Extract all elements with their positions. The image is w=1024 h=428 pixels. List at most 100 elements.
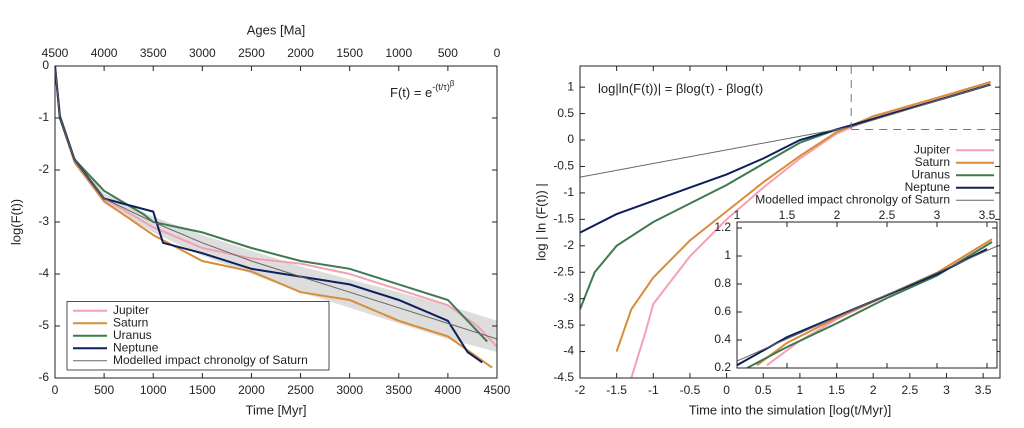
- series-line: [55, 66, 497, 340]
- x-tick-label: -1.5: [606, 383, 627, 397]
- x-tick-label: -0.5: [680, 383, 701, 397]
- series-line: [737, 245, 997, 362]
- plot-0: 0 500 1000 1500 2000 2500 3000 3500 4000 45000-1-…: [8, 22, 510, 417]
- x-tick-label: 2000: [238, 383, 265, 397]
- y-tick-label: -1: [38, 110, 49, 124]
- legend-label: Uranus: [911, 167, 950, 181]
- x-tick-label: 1.5: [779, 208, 796, 222]
- x-tick-label: 3.5: [975, 383, 992, 397]
- y-tick-label: 0.6: [714, 304, 731, 318]
- x2-tick-label: 2500: [238, 46, 265, 60]
- legend-label: Neptune: [113, 340, 159, 354]
- x2-tick-label: 4500: [42, 46, 69, 60]
- y-tick-label: -3.5: [553, 317, 574, 331]
- data-layer: [737, 238, 997, 368]
- y-tick-label: -5: [38, 318, 49, 332]
- x2-tick-label: 0: [494, 46, 501, 60]
- x-tick-label: 1.5: [828, 383, 845, 397]
- y-tick-label: -2.5: [553, 264, 574, 278]
- x-tick-label: 2.5: [901, 383, 918, 397]
- legend-label: Saturn: [915, 155, 950, 169]
- y-axis-label: log(F(t)): [8, 199, 23, 245]
- x-axis-label: Time [Myr]: [246, 402, 307, 417]
- plot-2: 1 1.5 2 2.5 3 3.50.20.40.60.811.2: [714, 208, 998, 374]
- x2-tick-label: 1500: [336, 46, 363, 60]
- y-tick-label: 1: [567, 79, 574, 93]
- y-tick-label: -4: [563, 344, 574, 358]
- data-layer: [55, 66, 497, 369]
- series-line: [55, 66, 493, 369]
- legend-label: Jupiter: [914, 142, 950, 156]
- x-tick-label: 500: [94, 383, 114, 397]
- plot-1: -2 -1.5 -1 -0.5 0 0.5 1 1.5 2 2.5 3 3.5 -4.5 -4 -3.5 -3…: [533, 65, 1001, 417]
- series-line: [615, 80, 991, 352]
- y-tick-label: -0.5: [553, 159, 574, 173]
- y-tick-label: -4: [38, 266, 49, 280]
- x-tick-label: 0: [723, 383, 730, 397]
- x-tick-label: -2: [575, 383, 586, 397]
- y-tick-label: -6: [38, 370, 49, 384]
- x-tick-label: 1: [734, 208, 741, 222]
- x2-tick-label: 2000: [287, 46, 314, 60]
- annotation: F(t) = e-(t/τ)β: [390, 79, 455, 100]
- x-tick-label: 4000: [435, 383, 462, 397]
- x-tick-label: 3500: [385, 383, 412, 397]
- annotation-superscript: -(t/τ): [432, 82, 450, 92]
- y-tick-label: 0.8: [714, 276, 731, 290]
- x-tick-label: 4500: [484, 383, 511, 397]
- x2-tick-label: 3000: [189, 46, 216, 60]
- x-tick-label: 2: [834, 208, 841, 222]
- legend-label: Modelled impact chronolgy of Saturn: [113, 353, 308, 367]
- x2-tick-label: 3500: [140, 46, 167, 60]
- x-axis-label: Time into the simulation [log(t/Myr)]: [689, 402, 892, 417]
- x-tick-label: 1500: [189, 383, 216, 397]
- inset-background: [737, 222, 997, 368]
- x-tick-label: 2: [870, 383, 877, 397]
- y-tick-label: 0: [567, 132, 574, 146]
- y-tick-label: 0.2: [714, 360, 731, 374]
- x-tick-label: 2.5: [879, 208, 896, 222]
- y-tick-label: 1.2: [714, 220, 731, 234]
- annotation-text: log|ln(F(t))| = βlog(τ) - βlog(t): [598, 81, 763, 96]
- y-tick-label: -2: [563, 238, 574, 252]
- annotation: log|ln(F(t))| = βlog(τ) - βlog(t): [598, 81, 763, 96]
- x-tick-label: -1: [648, 383, 659, 397]
- x-tick-label: 0: [52, 383, 59, 397]
- y-axis-label: log | ln (F(t)) |: [533, 183, 548, 261]
- x2-tick-label: 4000: [91, 46, 118, 60]
- x2-axis-label: Ages [Ma]: [247, 22, 306, 37]
- x2-tick-label: 500: [438, 46, 458, 60]
- annotation-text: F(t) = e: [390, 85, 432, 100]
- plot-frame: [579, 65, 1001, 379]
- y-tick-label: -2: [38, 162, 49, 176]
- annotation-superscript: β: [450, 79, 455, 88]
- x-tick-label: 1: [797, 383, 804, 397]
- plot-frame: [736, 221, 998, 369]
- y-tick-label: -3: [38, 214, 49, 228]
- legend-label: Neptune: [905, 180, 951, 194]
- x-tick-label: 3: [943, 383, 950, 397]
- series-line: [630, 80, 991, 378]
- x-tick-label: 2500: [287, 383, 314, 397]
- legend-label: Jupiter: [113, 303, 149, 317]
- model-band: [55, 66, 497, 352]
- y-tick-label: -3: [563, 291, 574, 305]
- legend-label: Modelled impact chronolgy of Saturn: [755, 192, 950, 206]
- legend-box: [66, 301, 330, 371]
- x-tick-label: 0.5: [755, 383, 772, 397]
- x-tick-label: 3: [934, 208, 941, 222]
- y-tick-label: -1.5: [553, 212, 574, 226]
- x2-tick-label: 1000: [385, 46, 412, 60]
- y-tick-label: 1: [724, 248, 731, 262]
- y-tick-label: -4.5: [553, 370, 574, 384]
- y-tick-label: -1: [563, 185, 574, 199]
- y-tick-label: 0: [42, 58, 49, 72]
- legend-label: Saturn: [113, 315, 148, 329]
- x-tick-label: 3000: [336, 383, 363, 397]
- y-tick-label: 0.4: [714, 332, 731, 346]
- series-line: [580, 83, 991, 234]
- y-tick-label: 0.5: [557, 106, 574, 120]
- legend-label: Uranus: [113, 328, 152, 342]
- x-tick-label: 1000: [140, 383, 167, 397]
